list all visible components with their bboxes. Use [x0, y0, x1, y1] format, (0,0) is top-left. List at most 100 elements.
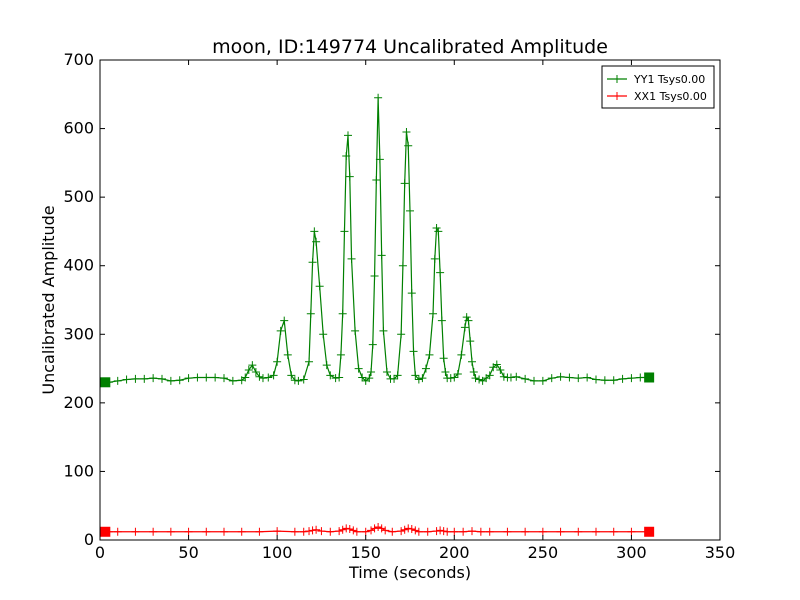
data-point	[459, 527, 468, 536]
data-point	[397, 527, 406, 536]
endpoint-marker	[644, 526, 655, 537]
data-point	[166, 376, 175, 385]
data-point	[393, 371, 402, 380]
data-point	[429, 309, 438, 318]
data-point	[375, 155, 384, 164]
legend-label: XX1 Tsys0.00	[634, 90, 707, 103]
x-tick-label: 250	[528, 543, 559, 562]
legend-box	[601, 65, 715, 109]
data-point	[592, 375, 600, 384]
data-point	[149, 374, 158, 383]
data-point	[462, 313, 471, 322]
data-point	[443, 527, 452, 536]
data-point	[202, 527, 211, 536]
data-point	[335, 527, 344, 536]
data-point	[290, 376, 299, 385]
data-point	[418, 374, 427, 383]
data-point	[367, 368, 376, 376]
data-point	[404, 141, 413, 150]
data-point	[273, 357, 282, 366]
legend-marker	[613, 92, 621, 100]
data-point	[347, 254, 356, 263]
data-point	[370, 272, 379, 280]
data-point	[446, 374, 455, 383]
data-point	[244, 365, 253, 374]
data-point	[466, 337, 475, 346]
plot-area: 0 50 100 150 200 250 300 350 0 100 200 300 400 500 600…	[63, 50, 735, 562]
data-point	[437, 316, 446, 325]
data-point	[299, 375, 308, 384]
data-point	[276, 326, 285, 335]
data-point	[425, 350, 434, 359]
data-point	[441, 368, 450, 376]
y-tick-label: 400	[63, 256, 94, 275]
data-point	[565, 373, 574, 382]
data-point	[407, 525, 416, 534]
data-point	[264, 373, 273, 382]
data-point	[113, 527, 122, 536]
data-point	[400, 179, 409, 188]
data-point	[492, 360, 501, 369]
x-tick-label: 300	[616, 543, 647, 562]
data-point	[280, 316, 289, 325]
data-point	[308, 526, 317, 535]
data-point	[430, 254, 439, 263]
data-point	[374, 522, 383, 531]
data-point	[574, 374, 583, 383]
data-point	[404, 524, 413, 533]
data-point	[583, 373, 592, 382]
data-point	[423, 527, 432, 536]
data-point	[485, 527, 494, 536]
data-point	[344, 131, 352, 140]
data-point	[471, 374, 480, 383]
data-point	[411, 371, 420, 380]
data-point	[317, 527, 326, 536]
data-point	[503, 527, 512, 536]
data-point	[450, 373, 459, 382]
data-point	[315, 282, 324, 291]
data-point	[312, 525, 321, 534]
data-point	[220, 527, 228, 536]
data-point	[432, 224, 441, 232]
data-point	[131, 527, 140, 536]
data-point	[636, 373, 645, 382]
legend-marker	[613, 75, 621, 83]
data-point	[439, 527, 448, 536]
data-point	[627, 527, 636, 536]
data-point	[407, 289, 416, 298]
data-point	[220, 374, 228, 383]
x-tick-label: 100	[262, 543, 293, 562]
data-point	[175, 376, 184, 385]
data-point	[340, 227, 349, 236]
data-point	[358, 373, 367, 382]
data-point	[398, 261, 407, 270]
data-point	[609, 376, 618, 385]
data-point	[255, 527, 264, 536]
series-yy1-tsys0-00	[100, 93, 655, 388]
plot-frame	[99, 59, 721, 541]
data-point	[306, 309, 315, 318]
y-tick-label: 300	[63, 324, 94, 343]
data-point	[436, 268, 445, 277]
data-point	[345, 525, 354, 534]
data-point	[241, 373, 250, 382]
data-point	[248, 361, 257, 370]
data-point	[287, 371, 296, 380]
x-tick-label: 0	[95, 543, 105, 562]
data-point	[345, 172, 354, 181]
data-point	[547, 374, 556, 383]
y-axis-label: Uncalibrated Amplitude	[39, 205, 58, 394]
data-point	[374, 93, 383, 102]
data-point	[338, 309, 347, 318]
data-point	[294, 376, 303, 385]
data-point	[476, 527, 485, 536]
data-point	[411, 526, 420, 535]
data-point	[305, 527, 314, 536]
data-point	[211, 373, 220, 382]
y-tick-label: 500	[63, 187, 94, 206]
x-tick-label: 150	[350, 543, 381, 562]
data-point	[414, 527, 423, 536]
data-point	[365, 374, 374, 383]
data-point	[349, 526, 358, 535]
